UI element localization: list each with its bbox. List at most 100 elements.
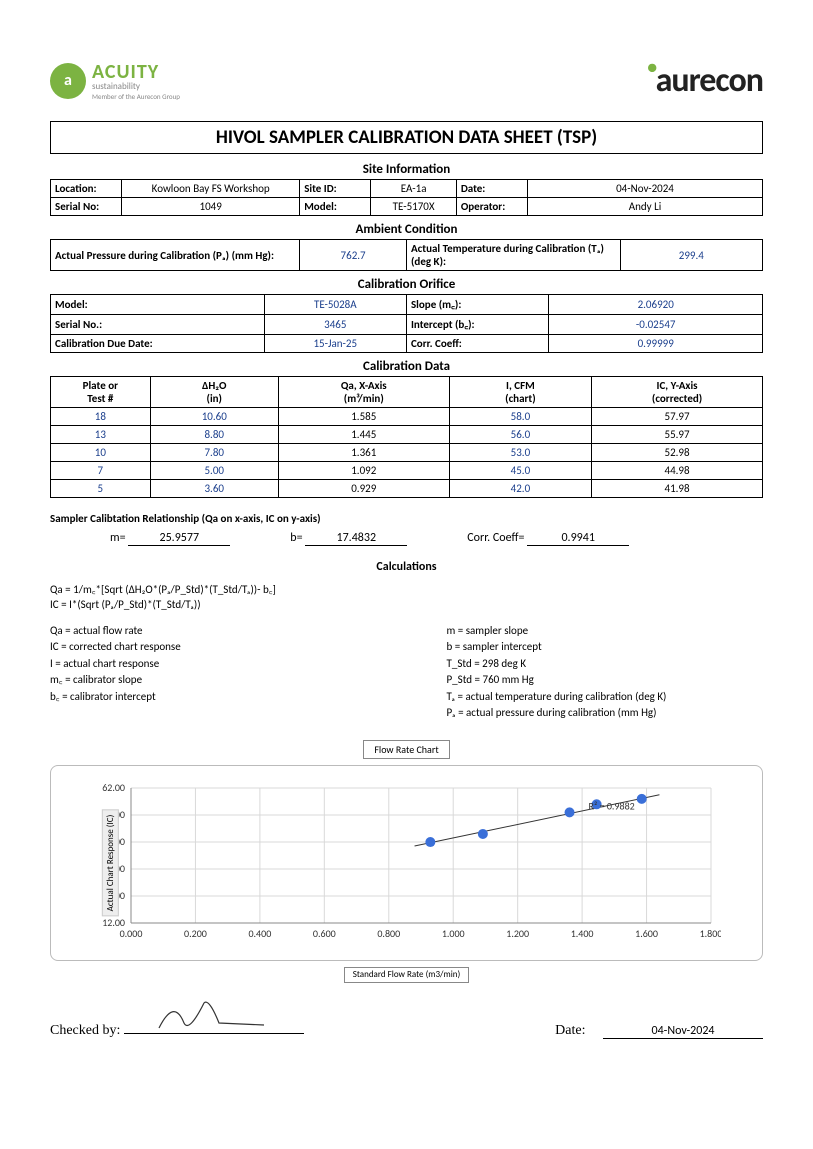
svg-text:1.600: 1.600 [635,927,658,940]
acuity-sub: sustainability [92,82,180,91]
intercept-label: Intercept (b꜀): [406,315,548,335]
rel-corr-label: Corr. Coeff= [467,531,524,545]
location-label: Location: [51,180,122,198]
h1b: Test # [87,392,113,405]
calc-definitions: Qa = actual flow rateIC = corrected char… [50,623,763,722]
calc-def: Pₐ = actual pressure during calibration … [447,705,764,722]
h3b: (m³/min) [344,392,384,405]
temp-value: 299.4 [620,240,762,271]
svg-text:0.600: 0.600 [313,927,336,940]
eq2: IC = I*(Sqrt (Pₐ/P_Std)*(T_Std/Tₐ)) [50,597,763,612]
footer-row: Checked by: Date: 04-Nov-2024 [50,1013,763,1039]
eq1: Qa = 1/m꜀*[Sqrt (ΔH₂O*(Pₐ/P_Std)*(T_Std/… [50,582,763,597]
orifice-heading: Calibration Orifice [50,277,763,292]
siteid-label: Site ID: [300,180,371,198]
calc-def: m꜀ = calibrator slope [50,672,367,689]
date-value: 04-Nov-2024 [528,180,763,198]
aurecon-logo: ●aurecon [645,60,763,101]
h4a: I, CFM [506,379,535,392]
model-label: Model: [300,198,371,216]
calc-def: I = actual chart response [50,656,367,673]
orifice-table: Model: TE-5028A Slope (m꜀): 2.06920 Seri… [50,294,763,353]
acuity-text: ACUITY [92,62,180,82]
calc-def: P_Std = 760 mm Hg [447,672,764,689]
serial-value: 1049 [122,198,300,216]
flow-rate-chart: Actual Chart Response (IC) 12.0022.0032.… [50,765,763,961]
model-value: TE-5170X [371,198,456,216]
h4b: (chart) [505,392,536,405]
orif-model-value: TE-5028A [264,295,406,315]
m-value: 25.9577 [128,531,230,546]
equations: Qa = 1/m꜀*[Sqrt (ΔH₂O*(Pₐ/P_Std)*(T_Std/… [50,582,763,613]
temp-label: Actual Temperature during Calibration (T… [406,240,620,271]
site-info-heading: Site Information [50,162,763,177]
serial-label: Serial No: [51,198,122,216]
svg-text:1.200: 1.200 [506,927,529,940]
table-row: 107.801.36153.052.98 [51,444,763,462]
calc-def: IC = corrected chart response [50,639,367,656]
relationship-title: Sampler Calibtation Relationship (Qa on … [50,512,763,525]
operator-label: Operator: [456,198,527,216]
footer-date-value: 04-Nov-2024 [603,1024,763,1039]
caldata-table: Plate orTest # ΔH₂O(in) Qa, X-Axis(m³/mi… [50,376,763,498]
ambient-heading: Ambient Condition [50,222,763,237]
table-row: 1810.601.58558.057.97 [51,408,763,426]
due-label: Calibration Due Date: [51,335,265,353]
calc-def: Tₐ = actual temperature during calibrati… [447,689,764,706]
table-row: 53.600.92942.041.98 [51,480,763,498]
pressure-label: Actual Pressure during Calibration (Pₐ) … [51,240,300,271]
svg-text:62.00: 62.00 [102,781,125,794]
signature-icon [154,993,274,1033]
chart-x-label: Standard Flow Rate (m3/min) [344,967,470,983]
location-value: Kowloon Bay FS Workshop [122,180,300,198]
calc-def: T_Std = 298 deg K [447,656,764,673]
calc-def: m = sampler slope [447,623,764,640]
operator-value: Andy Li [528,198,763,216]
chart-svg: 12.0022.0032.0042.0052.0062.000.0000.200… [81,778,721,948]
table-row: 138.801.44556.055.97 [51,426,763,444]
page-title: HIVOL SAMPLER CALIBRATION DATA SHEET (TS… [50,121,763,154]
signature-line [124,1013,304,1034]
table-row: 75.001.09245.044.98 [51,462,763,480]
svg-text:0.000: 0.000 [120,927,143,940]
corr-label: Corr. Coeff: [406,335,548,353]
m-label: m= [110,531,126,545]
h2b: (in) [207,392,222,405]
svg-text:0.200: 0.200 [184,927,207,940]
acuity-icon: a [50,63,86,99]
siteid-value: EA-1a [371,180,456,198]
site-info-table: Location: Kowloon Bay FS Workshop Site I… [50,179,763,216]
orif-serial-label: Serial No.: [51,315,265,335]
svg-text:1.000: 1.000 [442,927,465,940]
due-value: 15-Jan-25 [264,335,406,353]
caldata-heading: Calibration Data [50,359,763,374]
h5b: (corrected) [652,392,702,405]
acuity-member: Member of the Aurecon Group [92,93,180,100]
relationship-row: m= 25.9577 b= 17.4832 Corr. Coeff= 0.994… [50,531,763,546]
calc-def: Qa = actual flow rate [50,623,367,640]
aurecon-text: aurecon [656,60,763,101]
h5a: IC, Y-Axis [657,379,698,392]
logo-row: a ACUITY sustainability Member of the Au… [50,60,763,101]
svg-text:R² = 0.9882: R² = 0.9882 [589,799,635,812]
h1a: Plate or [83,379,118,392]
calc-def: b꜀ = calibrator intercept [50,689,367,706]
calc-heading: Calculations [50,560,763,574]
orif-model-label: Model: [51,295,265,315]
chart-y-label: Actual Chart Response (IC) [102,809,119,916]
calc-def: b = sampler intercept [447,639,764,656]
acuity-logo: a ACUITY sustainability Member of the Au… [50,62,180,100]
checked-by-label: Checked by: [50,1023,120,1038]
date-label: Date: [456,180,527,198]
orif-serial-value: 3465 [264,315,406,335]
slope-label: Slope (m꜀): [406,295,548,315]
slope-value: 2.06920 [549,295,763,315]
h3a: Qa, X-Axis [341,379,387,392]
svg-text:0.400: 0.400 [248,927,271,940]
intercept-value: -0.02547 [549,315,763,335]
svg-text:0.800: 0.800 [377,927,400,940]
footer-date-label: Date: [555,1023,585,1038]
rel-corr-value: 0.9941 [527,531,629,546]
ambient-table: Actual Pressure during Calibration (Pₐ) … [50,239,763,271]
pressure-value: 762.7 [300,240,407,271]
